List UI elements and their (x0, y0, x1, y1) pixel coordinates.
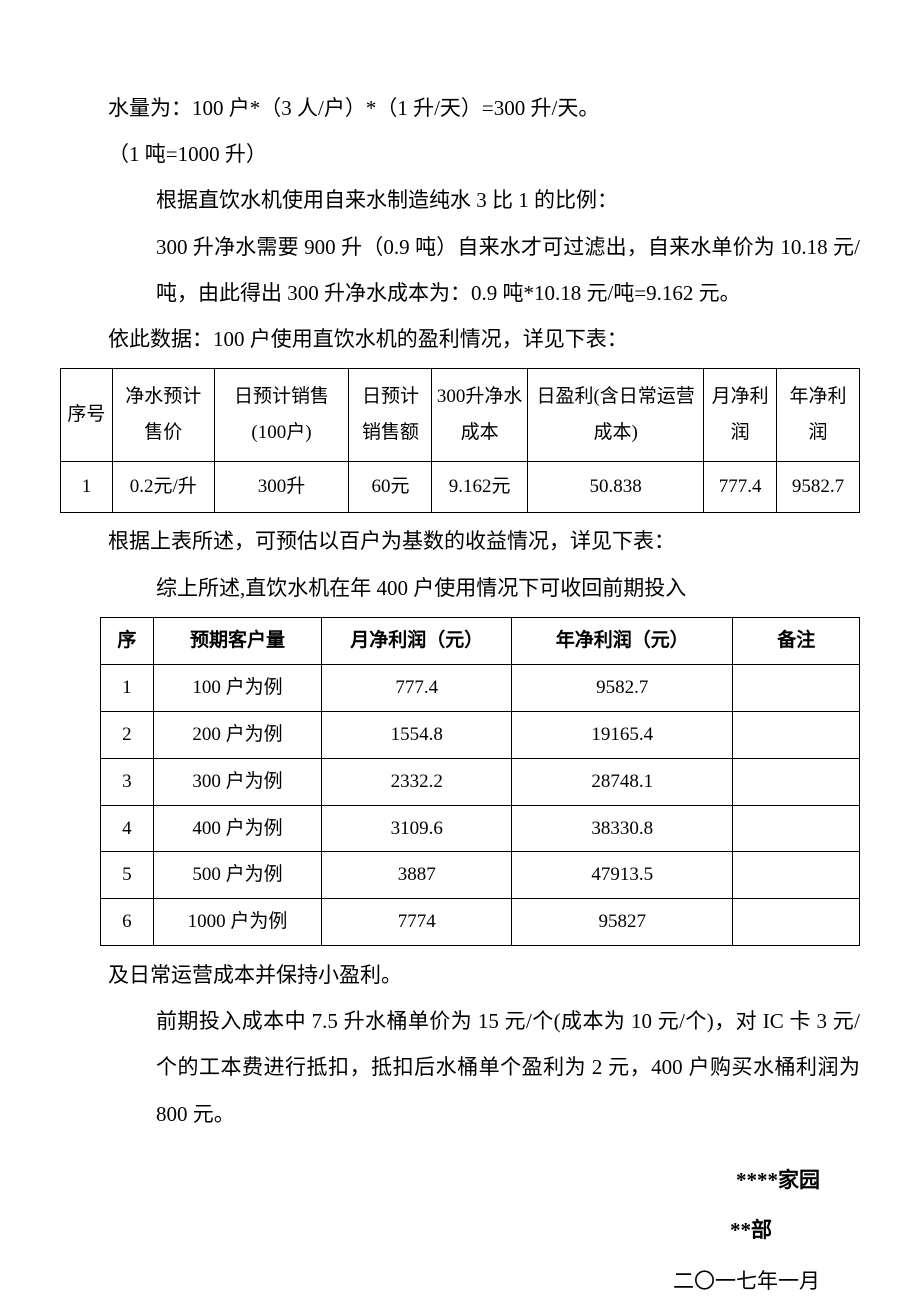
td-price: 0.2元/升 (112, 462, 214, 513)
th-daily-profit: 日盈利(含日常运营成本) (527, 369, 703, 462)
td: 4 (101, 805, 154, 852)
table-row: 1 100 户为例 777.4 9582.7 (101, 665, 860, 712)
table-header-row: 序号 净水预计售价 日预计销售(100户) 日预计销售额 300升净水成本 日盈… (61, 369, 860, 462)
td: 500 户为例 (153, 852, 322, 899)
td: 3887 (322, 852, 512, 899)
paragraph-8: 及日常运营成本并保持小盈利。 (60, 952, 860, 998)
td: 400 户为例 (153, 805, 322, 852)
td: 1554.8 (322, 712, 512, 759)
td: 1 (101, 665, 154, 712)
signature-date: 二〇一七年一月 (60, 1256, 820, 1306)
td: 100 户为例 (153, 665, 322, 712)
table-row: 5 500 户为例 3887 47913.5 (101, 852, 860, 899)
td (733, 852, 860, 899)
td: 28748.1 (512, 758, 733, 805)
th-remark: 备注 (733, 618, 860, 665)
td-daily-sales: 300升 (214, 462, 349, 513)
th-daily-amount: 日预计销售额 (349, 369, 432, 462)
table-row: 4 400 户为例 3109.6 38330.8 (101, 805, 860, 852)
td: 38330.8 (512, 805, 733, 852)
td-daily-profit: 50.838 (527, 462, 703, 513)
td-month-profit: 777.4 (704, 462, 777, 513)
td: 6 (101, 899, 154, 946)
td: 7774 (322, 899, 512, 946)
th-water-cost: 300升净水成本 (432, 369, 527, 462)
table-row: 3 300 户为例 2332.2 28748.1 (101, 758, 860, 805)
paragraph-2: （1 吨=1000 升） (60, 131, 860, 177)
td: 19165.4 (512, 712, 733, 759)
paragraph-3: 根据直饮水机使用自来水制造纯水 3 比 1 的比例： (60, 177, 860, 223)
td: 200 户为例 (153, 712, 322, 759)
td-water-cost: 9.162元 (432, 462, 527, 513)
td: 5 (101, 852, 154, 899)
td: 95827 (512, 899, 733, 946)
paragraph-6: 根据上表所述，可预估以百户为基数的收益情况，详见下表： (60, 519, 860, 565)
td (733, 899, 860, 946)
profit-table-2: 序 预期客户量 月净利润（元） 年净利润（元） 备注 1 100 户为例 777… (100, 617, 860, 946)
td: 777.4 (322, 665, 512, 712)
td: 3109.6 (322, 805, 512, 852)
paragraph-4: 300 升净水需要 900 升（0.9 吨）自来水才可过滤出，自来水单价为 10… (60, 224, 860, 316)
document-content: 水量为：100 户*（3 人/户）*（1 升/天）=300 升/天。 （1 吨=… (60, 85, 860, 1306)
th-year-profit: 年净利润 (776, 369, 859, 462)
td (733, 712, 860, 759)
table-row: 6 1000 户为例 7774 95827 (101, 899, 860, 946)
td: 9582.7 (512, 665, 733, 712)
td-daily-amount: 60元 (349, 462, 432, 513)
td (733, 805, 860, 852)
signature-dept: **部 (60, 1205, 820, 1255)
table-row: 2 200 户为例 1554.8 19165.4 (101, 712, 860, 759)
th-price: 净水预计售价 (112, 369, 214, 462)
td: 3 (101, 758, 154, 805)
table-row: 1 0.2元/升 300升 60元 9.162元 50.838 777.4 95… (61, 462, 860, 513)
th-month-profit: 月净利润（元） (322, 618, 512, 665)
th-year-profit: 年净利润（元） (512, 618, 733, 665)
paragraph-9: 前期投入成本中 7.5 升水桶单价为 15 元/个(成本为 10 元/个)，对 … (60, 998, 860, 1137)
signature-org: ****家园 (60, 1155, 820, 1205)
paragraph-5: 依此数据：100 户使用直饮水机的盈利情况，详见下表： (60, 316, 860, 362)
table-header-row: 序 预期客户量 月净利润（元） 年净利润（元） 备注 (101, 618, 860, 665)
paragraph-1: 水量为：100 户*（3 人/户）*（1 升/天）=300 升/天。 (60, 85, 860, 131)
td: 2 (101, 712, 154, 759)
paragraph-7: 综上所述,直饮水机在年 400 户使用情况下可收回前期投入 (60, 565, 860, 611)
td (733, 758, 860, 805)
td-year-profit: 9582.7 (776, 462, 859, 513)
signature-block: ****家园 **部 二〇一七年一月 (60, 1155, 860, 1306)
th-seq: 序号 (61, 369, 113, 462)
th-customers: 预期客户量 (153, 618, 322, 665)
th-seq: 序 (101, 618, 154, 665)
td: 1000 户为例 (153, 899, 322, 946)
td: 2332.2 (322, 758, 512, 805)
td-seq: 1 (61, 462, 113, 513)
profit-table-1: 序号 净水预计售价 日预计销售(100户) 日预计销售额 300升净水成本 日盈… (60, 368, 860, 513)
td (733, 665, 860, 712)
th-daily-sales: 日预计销售(100户) (214, 369, 349, 462)
td: 47913.5 (512, 852, 733, 899)
td: 300 户为例 (153, 758, 322, 805)
th-month-profit: 月净利润 (704, 369, 777, 462)
